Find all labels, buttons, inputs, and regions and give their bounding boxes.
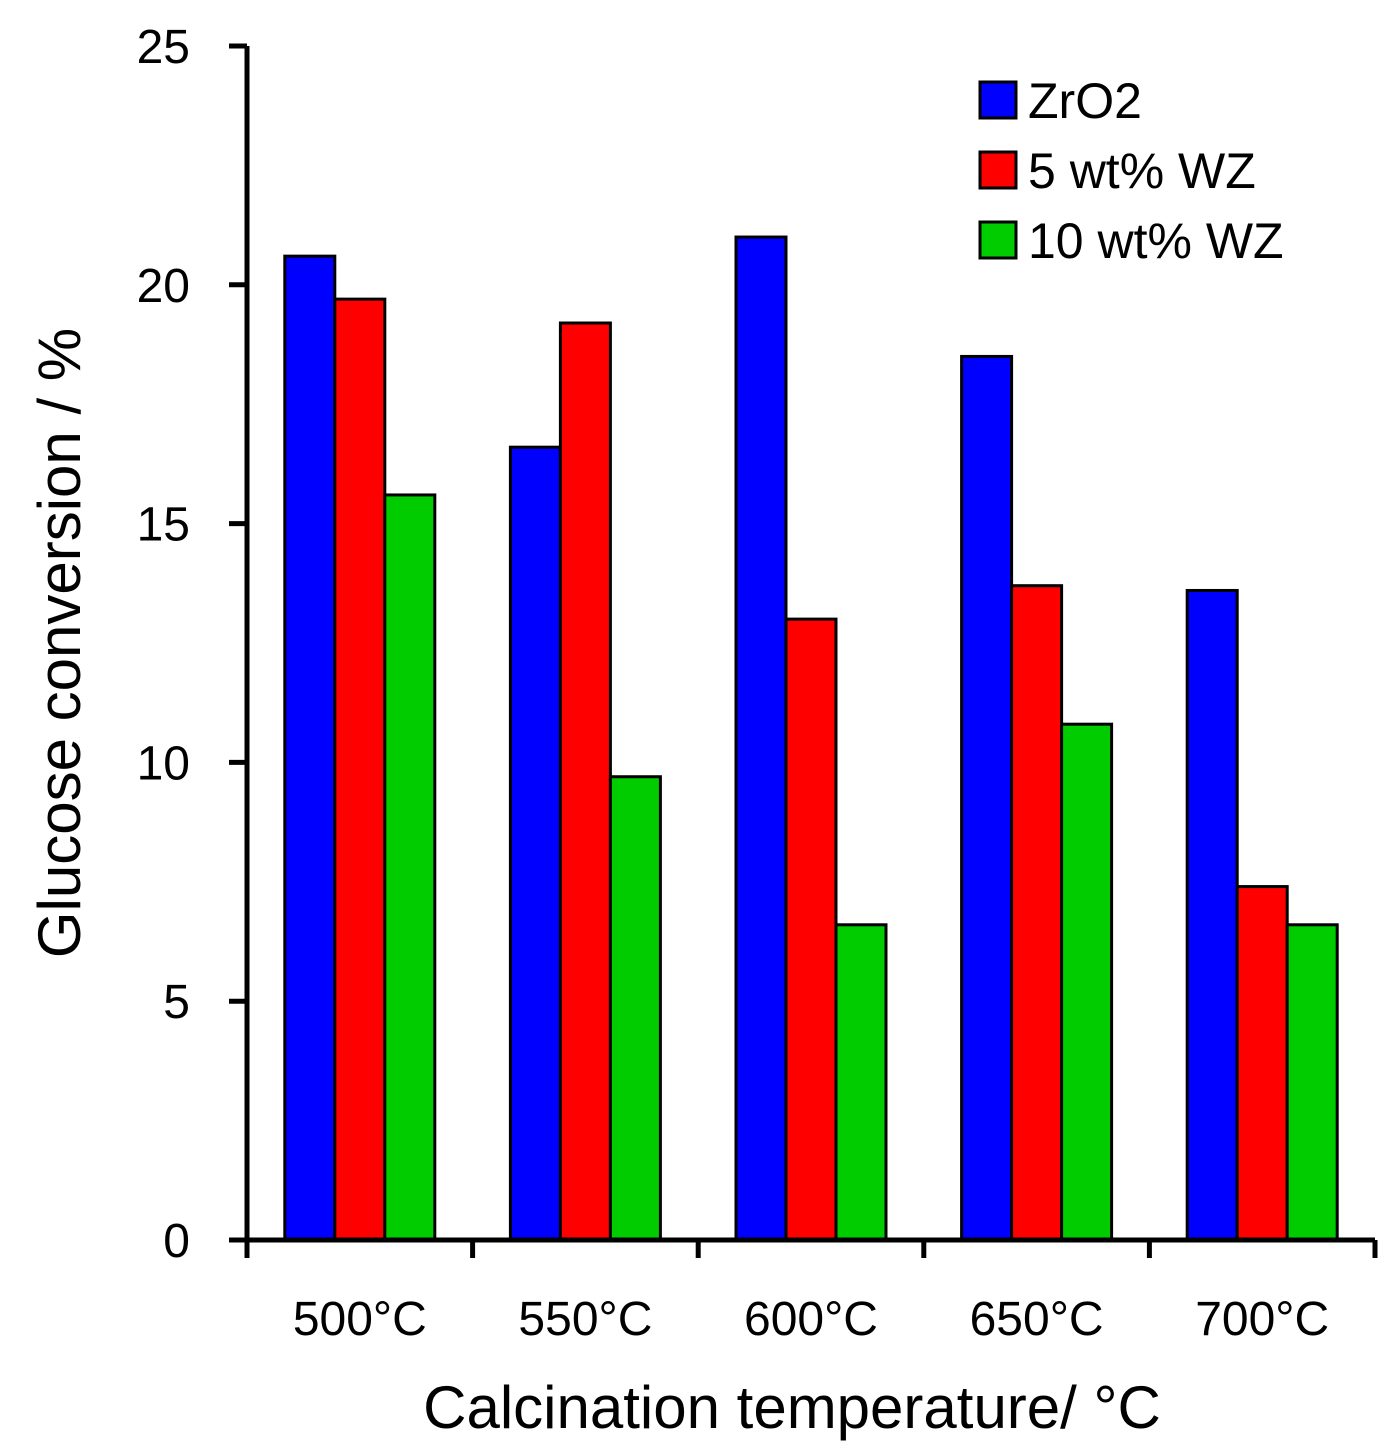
axes-layer xyxy=(244,46,1375,1243)
x-ticks: 500°C 550°C 600°C 650°C 700°C xyxy=(244,1240,1378,1346)
bar-5-wt-wz-700 xyxy=(1235,885,1289,1242)
bar-5-wt-wz-550 xyxy=(558,321,612,1242)
bar-10-wt-wz-550 xyxy=(608,775,662,1242)
bar-zro2-700 xyxy=(1185,588,1239,1242)
bar-zro2-550 xyxy=(508,445,562,1242)
bar-5-wt-wz-500 xyxy=(333,297,387,1242)
x-tick-label: 700°C xyxy=(1195,1293,1329,1346)
bar-10-wt-wz-650 xyxy=(1060,722,1114,1242)
y-tick-label: 20 xyxy=(137,260,190,313)
legend-label: ZrO2 xyxy=(1028,73,1142,129)
y-tick-label: 5 xyxy=(163,976,190,1029)
bars-layer xyxy=(283,235,1339,1242)
bar-10-wt-wz-600 xyxy=(834,923,888,1242)
x-tick-label: 600°C xyxy=(744,1293,878,1346)
y-ticks: 0 5 10 15 20 25 xyxy=(137,21,247,1268)
x-axis-title: Calcination temperature/ °C xyxy=(423,1374,1161,1441)
legend-label: 5 wt% WZ xyxy=(1028,143,1256,199)
bar-zro2-500 xyxy=(283,254,337,1242)
y-tick-label: 0 xyxy=(163,1215,190,1268)
bar-10-wt-wz-700 xyxy=(1285,923,1339,1242)
y-axis-title: Glucose conversion / % xyxy=(26,328,93,958)
y-tick-label: 10 xyxy=(137,737,190,790)
legend-label: 10 wt% WZ xyxy=(1028,213,1284,269)
bar-zro2-650 xyxy=(960,354,1014,1242)
legend-swatch xyxy=(978,150,1018,190)
bar-10-wt-wz-500 xyxy=(383,493,437,1242)
legend-swatch xyxy=(978,80,1018,120)
x-tick-label: 650°C xyxy=(970,1293,1104,1346)
legend: ZrO2 5 wt% WZ 10 wt% WZ xyxy=(978,73,1284,269)
bar-5-wt-wz-600 xyxy=(784,617,838,1242)
y-tick-label: 15 xyxy=(137,499,190,552)
x-tick-label: 500°C xyxy=(293,1293,427,1346)
bar-5-wt-wz-650 xyxy=(1010,584,1064,1242)
legend-swatch xyxy=(978,220,1018,260)
x-tick-label: 550°C xyxy=(518,1293,652,1346)
y-tick-label: 25 xyxy=(137,21,190,74)
bar-zro2-600 xyxy=(734,235,788,1242)
